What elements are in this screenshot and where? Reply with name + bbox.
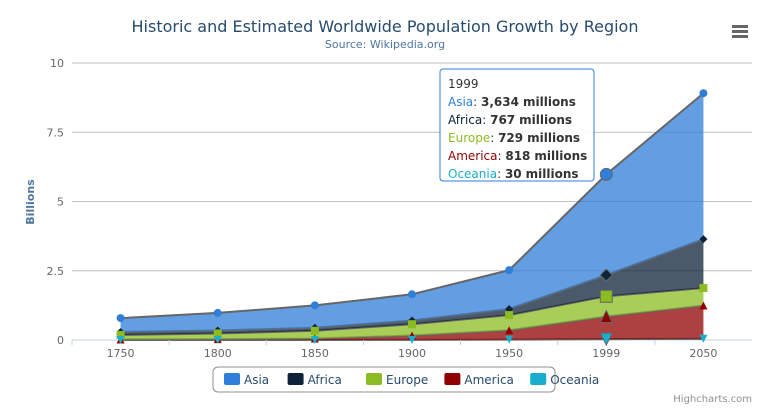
legend-item-oceania[interactable]: Oceania xyxy=(530,373,599,387)
tooltip-unit: millions xyxy=(534,149,587,163)
data-point-asia[interactable] xyxy=(699,89,708,98)
legend-swatch xyxy=(287,373,304,385)
data-point-oceania[interactable] xyxy=(408,335,416,344)
y-tick-label: 7.5 xyxy=(47,126,65,139)
tooltip-header: 1999 xyxy=(448,77,479,91)
data-point-asia[interactable] xyxy=(213,308,222,317)
x-tick-label: 1900 xyxy=(398,347,426,360)
tooltip-value: 767 xyxy=(490,113,515,127)
area-africa[interactable] xyxy=(120,239,704,335)
x-tick-label: 1800 xyxy=(204,347,232,360)
data-point-europe[interactable] xyxy=(408,320,416,329)
data-point-africa[interactable] xyxy=(699,235,708,244)
data-point-europe[interactable] xyxy=(699,284,708,293)
tooltip-unit: millions xyxy=(519,113,572,127)
tooltip-value: 30 xyxy=(505,167,522,181)
data-point-europe[interactable] xyxy=(213,329,222,338)
data-point-oceania[interactable] xyxy=(310,335,319,344)
tooltip-row: Africa: 767 millions xyxy=(448,113,572,127)
x-tick-label: 1750 xyxy=(107,347,135,360)
area-america[interactable] xyxy=(120,305,704,340)
tooltip-row: Asia: 3,634 millions xyxy=(448,95,576,109)
area-asia[interactable] xyxy=(120,93,704,332)
legend-label: Africa xyxy=(308,373,342,387)
data-point-europe[interactable] xyxy=(310,326,319,335)
tooltip-value: 818 xyxy=(505,149,530,163)
tooltip-unit: millions xyxy=(523,95,576,109)
data-point-asia[interactable] xyxy=(408,290,416,299)
legend-item-europe[interactable]: Europe xyxy=(366,373,428,387)
chart-subtitle: Source: Wikipedia.org xyxy=(325,38,445,51)
data-point-oceania[interactable] xyxy=(213,335,222,344)
tooltip-series-name: Oceania xyxy=(448,167,497,181)
x-tick-label: 1850 xyxy=(301,347,329,360)
tooltip-series-name: America xyxy=(448,149,498,163)
x-tick-label: 2050 xyxy=(689,347,717,360)
legend-label: Europe xyxy=(386,373,428,387)
x-tick-label: 1950 xyxy=(495,347,523,360)
data-point-europe[interactable] xyxy=(505,311,514,320)
data-point-oceania[interactable] xyxy=(599,332,614,347)
data-point-africa[interactable] xyxy=(505,304,514,313)
data-point-asia[interactable] xyxy=(310,301,319,310)
chart-title: Historic and Estimated Worldwide Populat… xyxy=(132,17,639,36)
tooltip-box xyxy=(439,68,595,182)
data-point-oceania[interactable] xyxy=(116,335,125,344)
tooltip-row: America: 818 millions xyxy=(448,149,587,163)
legend-swatch xyxy=(366,373,382,385)
y-tick-label: 10 xyxy=(50,57,64,70)
data-point-america[interactable] xyxy=(699,301,708,310)
legend-label: Asia xyxy=(244,373,269,387)
tooltip-unit: millions xyxy=(526,167,579,181)
y-tick-label: 0 xyxy=(57,334,64,347)
data-point-asia[interactable] xyxy=(116,314,125,323)
data-point-europe[interactable] xyxy=(116,330,125,339)
tooltip-series-name: Africa xyxy=(448,113,482,127)
y-tick-label: 5 xyxy=(57,196,64,209)
legend-item-america[interactable]: America xyxy=(444,373,514,387)
y-tick-label: 2.5 xyxy=(47,265,65,278)
data-point-america[interactable] xyxy=(505,326,514,335)
data-point-asia[interactable] xyxy=(505,266,514,275)
tooltip-row: Europe: 729 millions xyxy=(448,131,580,145)
tooltip-unit: millions xyxy=(527,131,580,145)
data-point-africa[interactable] xyxy=(599,268,613,282)
tooltip-row: Oceania: 30 millions xyxy=(448,167,579,181)
legend-item-asia[interactable]: Asia xyxy=(224,373,269,387)
legend-swatch xyxy=(530,373,547,385)
y-axis-label: Billions xyxy=(24,179,37,225)
data-point-america[interactable] xyxy=(599,309,614,324)
data-point-oceania[interactable] xyxy=(699,334,708,343)
legend-swatch xyxy=(224,373,240,385)
data-point-europe[interactable] xyxy=(599,289,613,303)
legend-label: America xyxy=(464,373,514,387)
credits-link[interactable]: Highcharts.com xyxy=(673,394,752,405)
tooltip-series-name: Europe xyxy=(448,131,490,145)
tooltip-value: 729 xyxy=(498,131,523,145)
legend-swatch xyxy=(444,373,461,385)
data-point-asia[interactable] xyxy=(599,167,613,181)
legend-label: Oceania xyxy=(550,373,599,387)
legend-item-africa[interactable]: Africa xyxy=(287,373,342,387)
data-point-oceania[interactable] xyxy=(505,335,514,344)
x-tick-label: 1999 xyxy=(592,347,620,360)
hamburger-menu-icon[interactable] xyxy=(725,20,755,44)
tooltip-value: 3,634 xyxy=(481,95,519,109)
tooltip-series-name: Asia xyxy=(448,95,473,109)
legend: Asia Africa Europe America Oceania xyxy=(212,366,599,393)
